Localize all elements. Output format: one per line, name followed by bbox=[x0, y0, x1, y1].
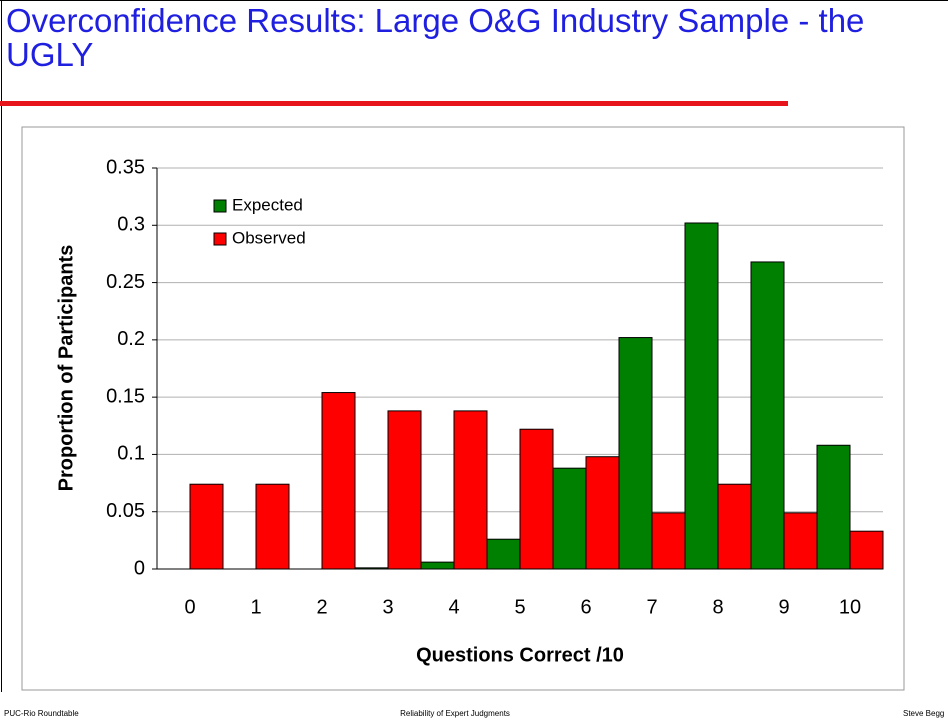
footer-center: Reliability of Expert Judgments bbox=[400, 709, 510, 718]
legend-label: Expected bbox=[232, 195, 303, 214]
x-tick-label: 8 bbox=[712, 596, 723, 618]
legend-swatch bbox=[213, 199, 227, 213]
bar bbox=[618, 337, 653, 570]
x-tick-label: 5 bbox=[514, 596, 525, 618]
y-tick-label: 0 bbox=[134, 557, 145, 579]
x-tick-label: 3 bbox=[382, 596, 393, 618]
y-tick-label: 0.1 bbox=[117, 443, 145, 465]
y-tick-label: 0.2 bbox=[117, 328, 145, 350]
bar bbox=[420, 561, 455, 570]
chart: Proportion of Participants Questions Cor… bbox=[21, 126, 905, 691]
bar bbox=[321, 392, 356, 570]
bar bbox=[717, 483, 752, 570]
title-rule bbox=[0, 101, 788, 106]
bar bbox=[585, 456, 620, 570]
x-tick-label: 10 bbox=[839, 596, 861, 618]
legend-label: Observed bbox=[232, 228, 306, 247]
y-tick-label: 0.35 bbox=[106, 156, 145, 178]
bar bbox=[750, 261, 785, 570]
bar bbox=[816, 444, 851, 570]
y-tick-label: 0.05 bbox=[106, 500, 145, 522]
bar bbox=[684, 222, 719, 570]
bar bbox=[453, 410, 488, 570]
x-tick-label: 0 bbox=[184, 596, 195, 618]
bar bbox=[552, 467, 587, 570]
x-axis-label: Questions Correct /10 bbox=[416, 644, 624, 666]
y-tick-label: 0.3 bbox=[117, 214, 145, 236]
bar bbox=[519, 428, 554, 570]
bar bbox=[783, 512, 818, 570]
bar bbox=[255, 483, 290, 570]
y-tick-label: 0.15 bbox=[106, 385, 145, 407]
bar bbox=[387, 410, 422, 570]
x-tick-label: 4 bbox=[448, 596, 459, 618]
legend-swatch bbox=[213, 232, 227, 246]
bar bbox=[651, 512, 686, 570]
x-tick-label: 7 bbox=[646, 596, 657, 618]
x-tick-label: 6 bbox=[580, 596, 591, 618]
y-tick-label: 0.25 bbox=[106, 271, 145, 293]
x-tick-label: 1 bbox=[250, 596, 261, 618]
bar bbox=[486, 538, 521, 570]
frame bbox=[0, 0, 948, 1]
footer-right: Steve Begg bbox=[903, 709, 945, 718]
frame bbox=[1, 0, 2, 692]
bar bbox=[189, 483, 224, 570]
y-axis-label: Proportion of Participants bbox=[55, 245, 77, 492]
x-tick-label: 2 bbox=[316, 596, 327, 618]
footer-left: PUC-Rio Roundtable bbox=[4, 709, 79, 718]
bar bbox=[849, 530, 884, 570]
slide-title: Overconfidence Results: Large O&G Indust… bbox=[6, 2, 865, 73]
x-tick-label: 9 bbox=[778, 596, 789, 618]
